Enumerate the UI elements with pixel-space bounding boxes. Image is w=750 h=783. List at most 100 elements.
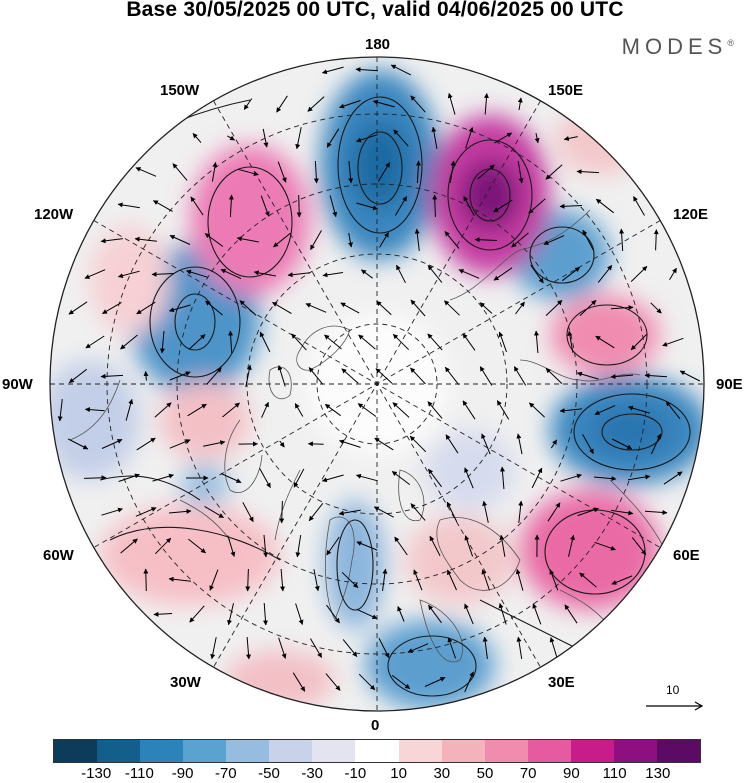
wind-vector <box>340 302 360 314</box>
wind-vector <box>259 468 271 489</box>
wind-vector <box>579 572 597 588</box>
wind-vector <box>246 636 252 660</box>
wind-vector <box>549 569 559 591</box>
wind-vector <box>188 334 206 350</box>
wind-vector <box>379 232 389 248</box>
label-60e: 60E <box>673 547 700 564</box>
wind-vector <box>190 196 204 216</box>
wind-vector <box>259 331 271 353</box>
wind-vector <box>355 473 378 482</box>
wind-vector <box>517 161 524 184</box>
wind-vector <box>516 433 523 455</box>
wind-vector <box>465 127 474 149</box>
wind-vector <box>374 437 394 451</box>
wind-vector <box>530 264 544 284</box>
wind-vector <box>125 398 134 421</box>
wind-vector <box>356 608 378 620</box>
wind-vector <box>68 368 88 384</box>
wind-vector <box>561 266 581 282</box>
wind-vector <box>630 266 648 282</box>
wind-vector <box>582 229 594 251</box>
wind-vector <box>236 236 259 243</box>
colorbar-tick-label: -130 <box>81 765 112 782</box>
wind-vector <box>85 335 105 349</box>
wind-vector <box>594 541 616 551</box>
reference-vector-label: 10 <box>666 683 680 697</box>
wind-vector <box>307 441 324 447</box>
colorbar-ticks: -130 -110 -90 -70 -50 -30 -10 10 30 50 70 90 110 130 <box>0 765 750 783</box>
wind-vector <box>378 637 390 659</box>
wind-vector <box>325 673 341 691</box>
wind-vector <box>529 402 545 418</box>
wind-vector <box>447 569 457 591</box>
wind-vector <box>382 568 388 591</box>
wind-vector <box>513 366 527 386</box>
wind-vector <box>222 402 240 418</box>
colorbar-swatch <box>484 740 528 762</box>
wind-vector <box>611 509 634 516</box>
wind-vector <box>262 128 269 148</box>
wind-vector <box>528 198 546 214</box>
wind-vector <box>427 401 443 419</box>
wind-vector <box>532 603 542 625</box>
colorbar-tick-label: 30 <box>433 765 451 782</box>
wind-vector <box>339 439 361 448</box>
wind-vector <box>355 67 379 73</box>
wind-vector <box>391 470 411 486</box>
wind-vector <box>187 403 207 417</box>
wind-vector <box>653 229 659 251</box>
wind-vector <box>619 228 625 252</box>
wind-vector <box>511 232 529 248</box>
wind-vectors <box>57 64 701 693</box>
wind-vector <box>481 569 490 591</box>
wind-vector <box>210 637 217 660</box>
wind-vector <box>377 162 391 182</box>
wind-vector <box>444 300 460 316</box>
colorbar-tick-label: -90 <box>171 765 194 782</box>
colorbar-swatch <box>269 740 313 762</box>
colorbar-tick-label: -30 <box>301 765 324 782</box>
wind-vector <box>356 134 378 143</box>
wind-vector <box>493 267 513 281</box>
wind-vector <box>376 300 392 316</box>
wind-vector <box>496 400 510 420</box>
wind-vector <box>576 371 599 380</box>
colorbar-tick-label: 130 <box>645 765 671 782</box>
wind-vector <box>136 301 156 315</box>
label-60w: 60W <box>43 547 74 564</box>
wind-vector <box>390 64 412 76</box>
wind-vector <box>611 438 633 450</box>
colorbar-tick-label: 110 <box>602 765 627 782</box>
wind-vector <box>159 330 165 354</box>
wind-vector <box>204 505 224 519</box>
wind-vector <box>263 534 269 558</box>
wind-vector <box>326 128 340 148</box>
wind-vector <box>227 535 236 557</box>
wind-vector <box>650 433 662 455</box>
wind-vector <box>100 373 124 379</box>
reference-vector-arrow <box>646 701 704 711</box>
wind-vector <box>414 228 420 251</box>
map-boundary <box>49 56 705 712</box>
wind-vector <box>348 161 354 184</box>
wind-vector <box>117 270 140 279</box>
label-150w: 150W <box>160 82 200 99</box>
wind-vector <box>152 200 173 212</box>
wind-vector <box>582 434 594 455</box>
wind-vector <box>287 272 310 278</box>
wind-vector <box>276 95 288 113</box>
wind-vector <box>516 636 523 659</box>
wind-vector <box>329 195 338 218</box>
wind-vector <box>262 602 268 626</box>
wind-vector <box>498 603 507 625</box>
wind-vector <box>462 333 476 351</box>
wind-vector <box>305 303 327 313</box>
label-30e: 30E <box>548 674 575 691</box>
wind-vector <box>531 467 543 489</box>
colorbar-swatch <box>527 740 571 762</box>
wind-vector <box>463 195 475 216</box>
wind-vector <box>293 468 305 488</box>
wind-vector <box>296 194 302 218</box>
wind-vector <box>628 474 651 481</box>
wind-vector <box>477 164 495 180</box>
